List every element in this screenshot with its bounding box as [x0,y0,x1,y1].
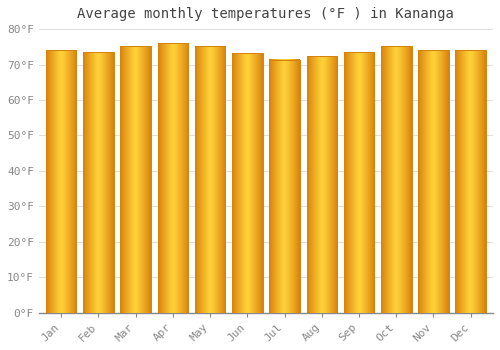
Bar [120,46,151,313]
Bar [418,50,448,313]
Bar [83,52,114,313]
Bar [46,50,76,313]
Bar [381,46,412,313]
Bar [158,43,188,313]
Bar [270,60,300,313]
Bar [195,46,226,313]
Title: Average monthly temperatures (°F ) in Kananga: Average monthly temperatures (°F ) in Ka… [78,7,454,21]
Bar [456,50,486,313]
Bar [232,53,262,313]
Bar [344,52,374,313]
Bar [306,56,337,313]
